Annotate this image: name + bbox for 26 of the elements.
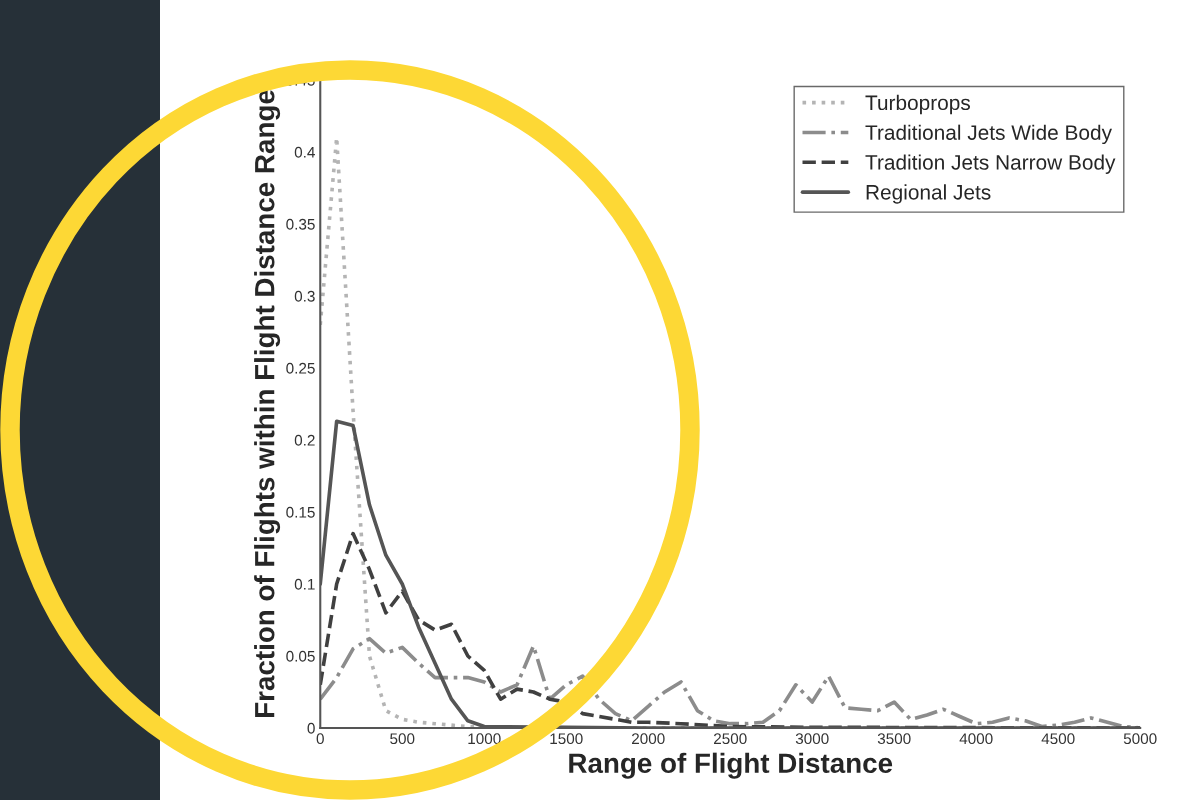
legend-label: Traditional Jets Wide Body (865, 124, 1112, 145)
y-tick-label: 0.3 (294, 290, 315, 302)
x-tick-label: 1500 (550, 733, 583, 745)
legend-label: Turboprops (865, 94, 970, 115)
x-tick-label: 500 (390, 733, 415, 745)
x-tick-label: 3000 (795, 733, 829, 745)
x-axis-title: Range of Flight Distance (569, 752, 893, 779)
y-axis-title: Fraction of Flights within Flight Distance Range (254, 90, 281, 717)
y-tick-label: 0.05 (286, 650, 315, 662)
y-tick-label: 0.1 (294, 578, 315, 590)
legend-label: Regional Jets (866, 184, 991, 204)
x-tick-label: 0 (316, 733, 324, 745)
legend-label: Tradition Jets Narrow Body (865, 154, 1116, 174)
y-tick-label: 0.2 (294, 434, 315, 446)
y-tick-label: 0.15 (286, 506, 315, 518)
y-tick-label: 0 (307, 722, 315, 734)
y-tick-label: 0.35 (286, 218, 315, 230)
x-tick-label: 2500 (714, 733, 747, 745)
x-tick-label: 4500 (1041, 733, 1075, 745)
y-tick-label: 0.25 (286, 362, 315, 374)
x-tick-label: 2000 (632, 733, 665, 745)
x-tick-label: 3500 (877, 733, 911, 745)
x-tick-label: 4000 (959, 733, 993, 745)
x-tick-label: 5000 (1123, 733, 1157, 745)
x-tick-label: 1000 (468, 733, 501, 745)
y-tick-label: 0.4 (294, 146, 315, 158)
